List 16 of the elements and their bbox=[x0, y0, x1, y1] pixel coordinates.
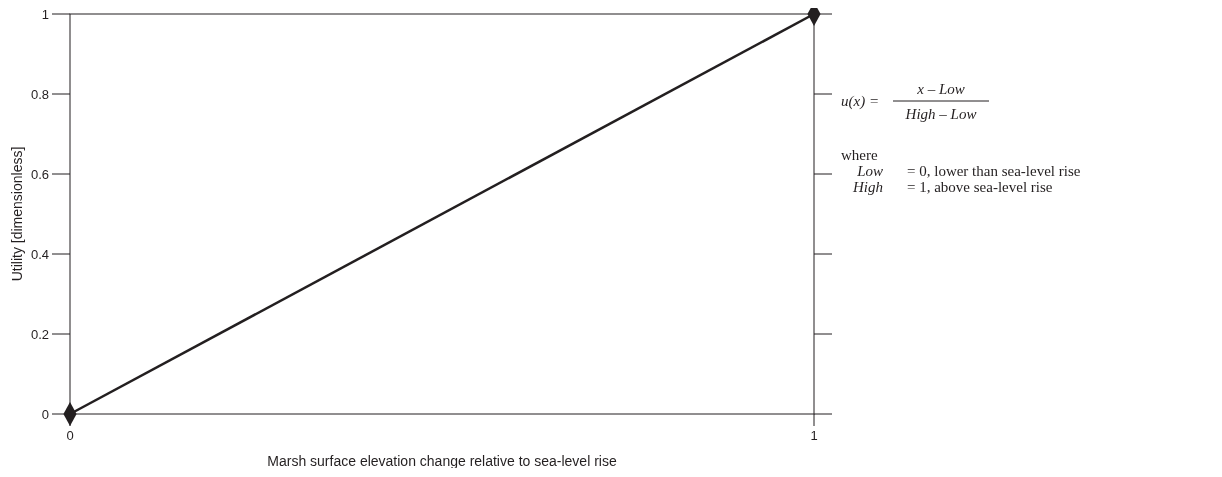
text: = 1, above sea-level rise bbox=[907, 179, 1053, 195]
text: High bbox=[852, 179, 883, 195]
text: = 0, lower than sea-level rise bbox=[907, 163, 1081, 179]
y-tick-label: 0.4 bbox=[30, 246, 49, 262]
text: High – Low bbox=[904, 106, 977, 122]
text: Low bbox=[856, 163, 883, 179]
y-axis-title: Utility [dimensionless] bbox=[9, 146, 25, 282]
text: where bbox=[841, 147, 878, 163]
y-tick-label: 0.8 bbox=[30, 86, 49, 102]
y-tick-label: 0 bbox=[41, 406, 49, 422]
text: x – Low bbox=[916, 81, 965, 97]
y-tick-label: 1 bbox=[41, 6, 49, 22]
y-tick-label: 0.6 bbox=[30, 166, 49, 182]
x-axis-title: Marsh surface elevation change relative to sea-level rise bbox=[267, 453, 617, 469]
y-tick-label: 0.2 bbox=[30, 326, 49, 342]
text: u(x) = bbox=[841, 93, 880, 110]
